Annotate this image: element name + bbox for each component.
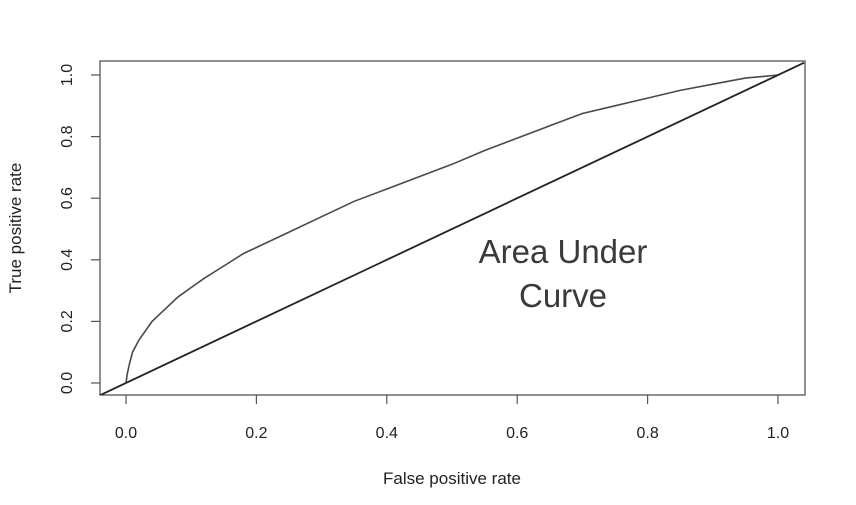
x-tick-label: 0.6 xyxy=(506,425,528,442)
x-tick-label: 1.0 xyxy=(767,425,789,442)
annotation-line-2: Curve xyxy=(519,277,607,314)
y-tick-label: 0.0 xyxy=(59,372,76,394)
y-tick-label: 0.6 xyxy=(59,187,76,209)
x-tick-label: 0.0 xyxy=(115,425,137,442)
y-tick-label: 1.0 xyxy=(59,64,76,86)
y-tick-label: 0.4 xyxy=(59,249,76,271)
roc-curve-layer xyxy=(100,61,805,395)
x-tick-label: 0.8 xyxy=(636,425,658,442)
x-axis-title: False positive rate xyxy=(383,469,521,488)
y-tick-label: 0.8 xyxy=(59,125,76,147)
x-tick-label: 0.2 xyxy=(245,425,267,442)
diagonal-reference-line xyxy=(100,61,805,395)
x-tick-label: 0.4 xyxy=(376,425,398,442)
plot-frame xyxy=(99,60,806,396)
annotation-line-1: Area Under xyxy=(479,233,648,270)
axis-ticks-layer: 0.0 0.2 0.4 0.6 0.8 1.0 0.0 0.2 0.4 0.6 0.8 1.0 xyxy=(59,64,789,442)
y-tick-label: 0.2 xyxy=(59,310,76,332)
y-axis-title: True positive rate xyxy=(6,163,25,294)
roc-curve-line xyxy=(125,74,779,384)
